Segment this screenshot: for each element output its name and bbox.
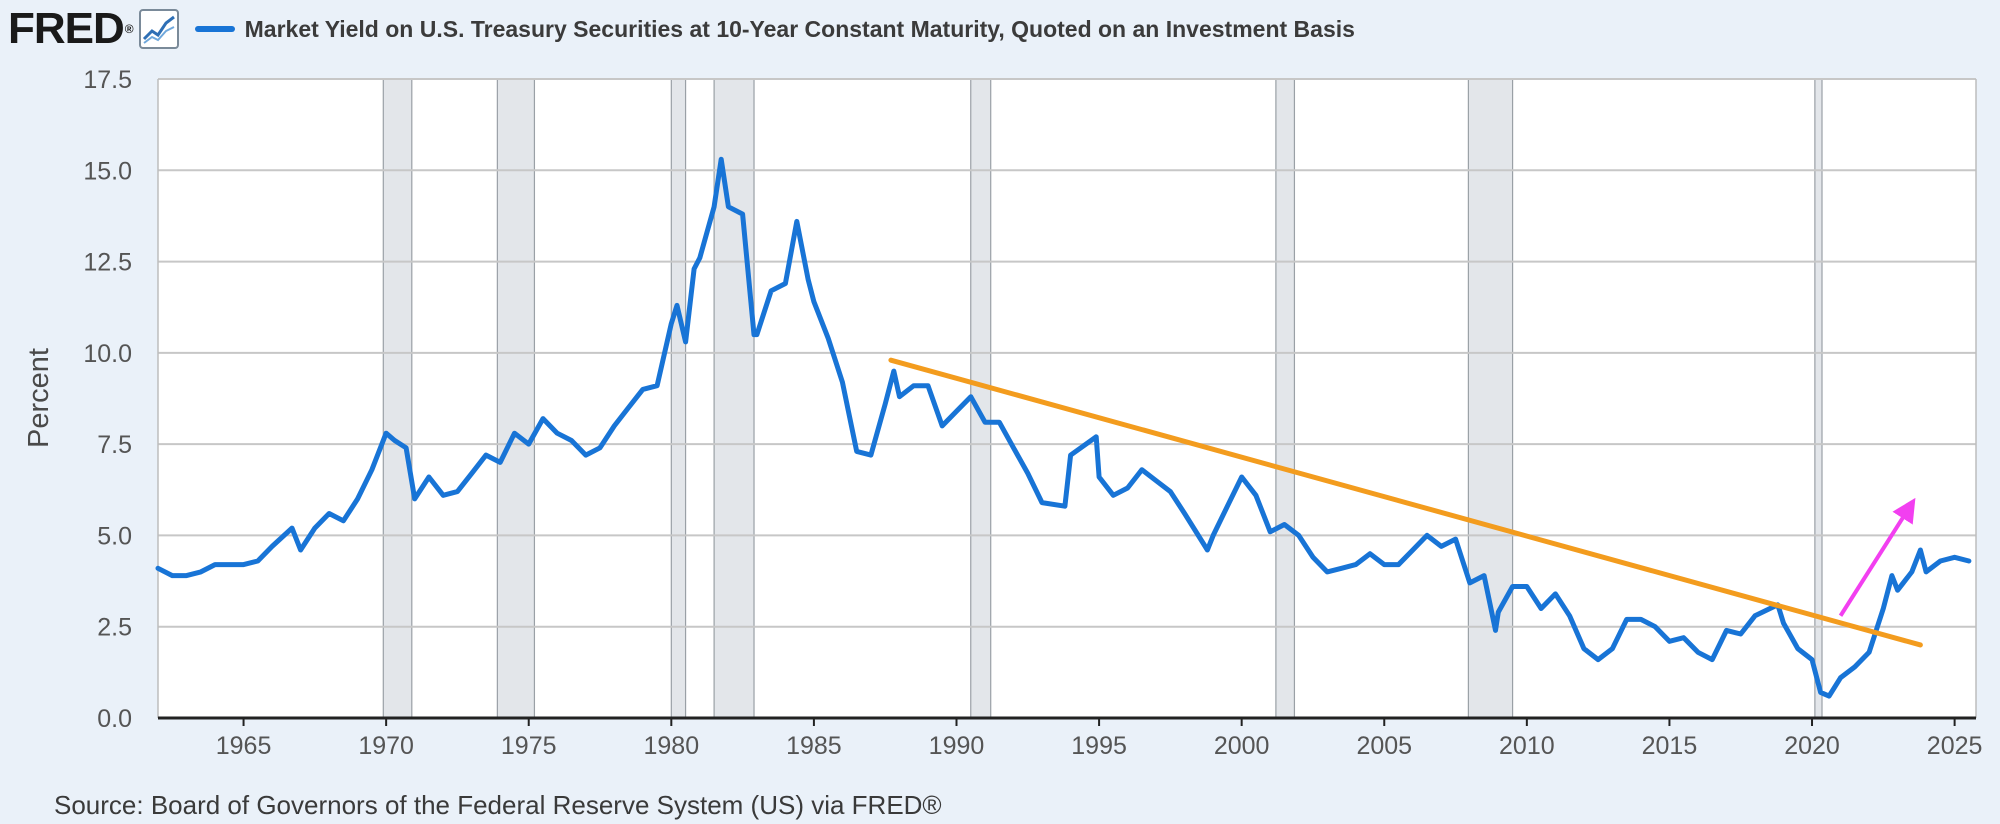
x-tick-label: 1985 xyxy=(786,732,842,760)
recession-band xyxy=(671,79,686,718)
recession-band xyxy=(1814,79,1823,718)
y-axis-label: Percent xyxy=(23,348,55,448)
recession-band xyxy=(714,79,755,718)
x-tick-label: 2025 xyxy=(1927,732,1983,760)
x-tick-label: 1995 xyxy=(1071,732,1127,760)
x-tick-labels: 1965 1970 1975 1980 1985 1990 1995 2000 2005 2010… xyxy=(216,718,1983,760)
y-tick-label: 2.5 xyxy=(97,614,132,642)
x-tick-label: 2000 xyxy=(1214,732,1270,760)
annotations xyxy=(888,357,1923,648)
series-title[interactable]: Market Yield on U.S. Treasury Securities… xyxy=(244,15,1355,42)
x-tick-label: 2010 xyxy=(1499,732,1555,760)
plot-area xyxy=(158,79,1976,718)
y-tick-label: 5.0 xyxy=(97,522,132,550)
y-tick-label: 17.5 xyxy=(83,66,132,94)
trendline-annotation xyxy=(888,357,1923,648)
recession-band xyxy=(1468,79,1513,718)
y-tick-label: 0.0 xyxy=(97,705,132,733)
x-tick-label: 2005 xyxy=(1356,732,1412,760)
source-note: Source: Board of Governors of the Federa… xyxy=(54,790,942,820)
y-tick-label: 7.5 xyxy=(97,431,132,459)
y-tick-label: 15.0 xyxy=(83,157,132,185)
arrow-annotation xyxy=(1838,497,1916,617)
y-tick-label: 10.0 xyxy=(83,340,132,368)
yield-chart: 0.0 2.5 5.0 7.5 10.0 12.5 15.0 17.5 1965 1970 197… xyxy=(23,66,1983,760)
recession-band xyxy=(383,79,412,718)
x-tick-label: 1980 xyxy=(644,732,700,760)
line-chart-icon[interactable] xyxy=(138,9,179,49)
recession-band xyxy=(1275,79,1295,718)
y-tick-label: 12.5 xyxy=(83,249,132,277)
series-lines xyxy=(155,156,1972,699)
x-tick-label: 1970 xyxy=(358,732,414,760)
registered-mark: ® xyxy=(124,22,134,36)
x-tick-label: 1965 xyxy=(216,732,272,760)
chart-header: FRED® Market Yield on U.S. Treasury Secu… xyxy=(8,4,1355,54)
y-tick-labels: 0.0 2.5 5.0 7.5 10.0 12.5 15.0 17.5 xyxy=(83,66,132,733)
recession-band xyxy=(497,79,535,718)
recession-band xyxy=(970,79,991,718)
grid-lines xyxy=(157,78,1977,720)
legend-swatch xyxy=(194,26,235,32)
x-tick-label: 1975 xyxy=(501,732,557,760)
x-tick-label: 1990 xyxy=(929,732,985,760)
x-tick-label: 2015 xyxy=(1642,732,1698,760)
recession-bands xyxy=(158,79,1976,718)
series-line[interactable] xyxy=(155,156,1972,699)
fred-logo[interactable]: FRED® xyxy=(8,4,134,53)
x-tick-label: 2020 xyxy=(1784,732,1840,760)
